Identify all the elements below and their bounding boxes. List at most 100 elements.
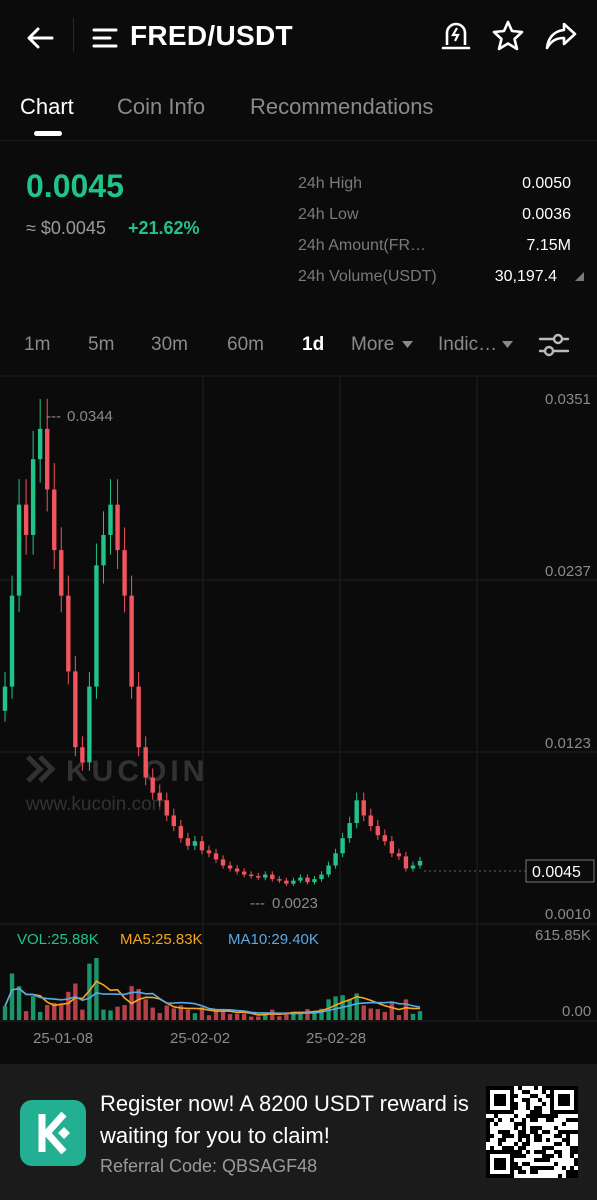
svg-text:---: --- (46, 408, 61, 425)
volume-bar (361, 1005, 366, 1020)
volume-bar (66, 991, 71, 1020)
usd-price: ≈ $0.0045 (26, 218, 106, 238)
volume-bar (256, 1016, 261, 1020)
volume-bar (171, 1008, 177, 1020)
indicators-dropdown[interactable]: Indic… (438, 334, 498, 355)
volume-bar (136, 989, 141, 1020)
volume-bar (227, 1014, 233, 1020)
candle-body (361, 800, 366, 816)
volume-bar (263, 1012, 268, 1020)
candlestick-chart[interactable]: KUCOIN www.kucoin.com 0.0351 0.0237 0.01… (0, 374, 597, 1060)
volume-bar (298, 1012, 303, 1020)
volume-bar (248, 1016, 254, 1020)
candle-body (16, 504, 22, 596)
candle-body (213, 853, 219, 860)
star-icon[interactable] (490, 18, 526, 54)
timeframe-5m[interactable]: 5m (88, 334, 115, 355)
price-alert-icon[interactable] (438, 18, 474, 54)
volume-bar (277, 1016, 282, 1020)
candle-body (23, 504, 29, 535)
candle-body (220, 859, 226, 866)
banner-text: Register now! A 8200 USDT reward is wait… (100, 1091, 469, 1148)
candle-body (73, 671, 78, 748)
volume-bar (375, 1009, 380, 1020)
volume-bar (73, 983, 78, 1020)
current-price-box (525, 859, 595, 883)
price-change: +21.62% (128, 218, 200, 238)
chart-settings-icon[interactable] (538, 330, 570, 360)
top-bar: FRED/USDT (0, 0, 597, 76)
caret-down-icon (502, 341, 513, 348)
timeframe-1m[interactable]: 1m (24, 334, 51, 355)
candle-body (150, 777, 155, 793)
stat-label-24h-high: 24h High (298, 175, 363, 192)
candle-body (108, 504, 113, 535)
candle-body (9, 595, 15, 687)
ma5-legend: MA5:25.83K (120, 931, 203, 948)
menu-icon[interactable] (91, 24, 119, 52)
stat-label-24h-low: 24h Low (298, 206, 359, 223)
volume-bar (94, 958, 99, 1020)
caret-down-icon (402, 341, 413, 348)
ma10-legend: MA10:29.40K (228, 931, 319, 948)
candle-body (375, 826, 380, 836)
volume-bar (382, 1012, 388, 1020)
candle-body (256, 876, 261, 878)
candle-body (52, 489, 57, 551)
candle-body (382, 835, 388, 842)
candle-body (396, 853, 402, 857)
volume-axis-label: 0.00 (562, 1003, 591, 1020)
candle-body (270, 874, 275, 880)
candle-body (410, 865, 416, 869)
timeframe-1d[interactable]: 1d (302, 334, 325, 355)
price-axis-label: 0.0010 (545, 906, 591, 923)
volume-bar (80, 1009, 85, 1020)
volume-bar (396, 1015, 402, 1020)
volume-collapse-icon[interactable] (575, 272, 585, 282)
candle-body (171, 815, 177, 827)
candle-body (2, 686, 8, 711)
volume-bar (101, 1009, 106, 1020)
ma10-line (4, 987, 421, 1015)
date-label: 25-01-08 (33, 1030, 93, 1047)
candle-body (87, 686, 92, 763)
candle-body (101, 534, 106, 566)
candle-body (277, 879, 282, 881)
volume-bar (368, 1008, 373, 1020)
volume-axis-label: 615.85K (535, 927, 591, 944)
high-marker: 0.0344 (67, 408, 113, 425)
volume-bar (9, 973, 15, 1020)
tab-chart[interactable]: Chart (20, 94, 74, 119)
volume-bar (354, 993, 359, 1020)
current-price-label: 0.0045 (532, 864, 581, 881)
tab-recommendations[interactable]: Recommendations (250, 94, 434, 119)
candle-body (333, 853, 338, 866)
volume-bar (37, 1012, 43, 1020)
pair-title[interactable]: FRED/USDT (130, 20, 293, 51)
candle-body (389, 841, 395, 854)
candle-body (59, 550, 64, 596)
share-icon[interactable] (543, 18, 579, 54)
volume-bar (52, 1002, 57, 1020)
candle-body (45, 428, 50, 490)
timeframe-30m[interactable]: 30m (151, 334, 188, 355)
stat-label-24h-volume: 24h Volume(USDT) (298, 268, 437, 285)
candle-body (319, 874, 324, 880)
back-arrow-icon[interactable] (22, 20, 58, 56)
candle-body (143, 747, 148, 778)
tab-coin-info[interactable]: Coin Info (117, 94, 206, 119)
candle-body (37, 428, 43, 460)
divider (73, 18, 74, 52)
candle-body (312, 879, 317, 883)
stat-value-24h-amount: 7.15M (526, 237, 571, 254)
candle-body (234, 868, 240, 872)
candle-body (263, 874, 268, 878)
candle-body (284, 880, 289, 884)
svg-text:---: --- (250, 895, 265, 912)
timeframe-60m[interactable]: 60m (227, 334, 264, 355)
volume-bar (59, 1005, 64, 1020)
candle-body (178, 826, 184, 839)
candle-body (199, 841, 205, 851)
timeframe-more[interactable]: More (351, 334, 395, 355)
candle-body (227, 865, 233, 869)
